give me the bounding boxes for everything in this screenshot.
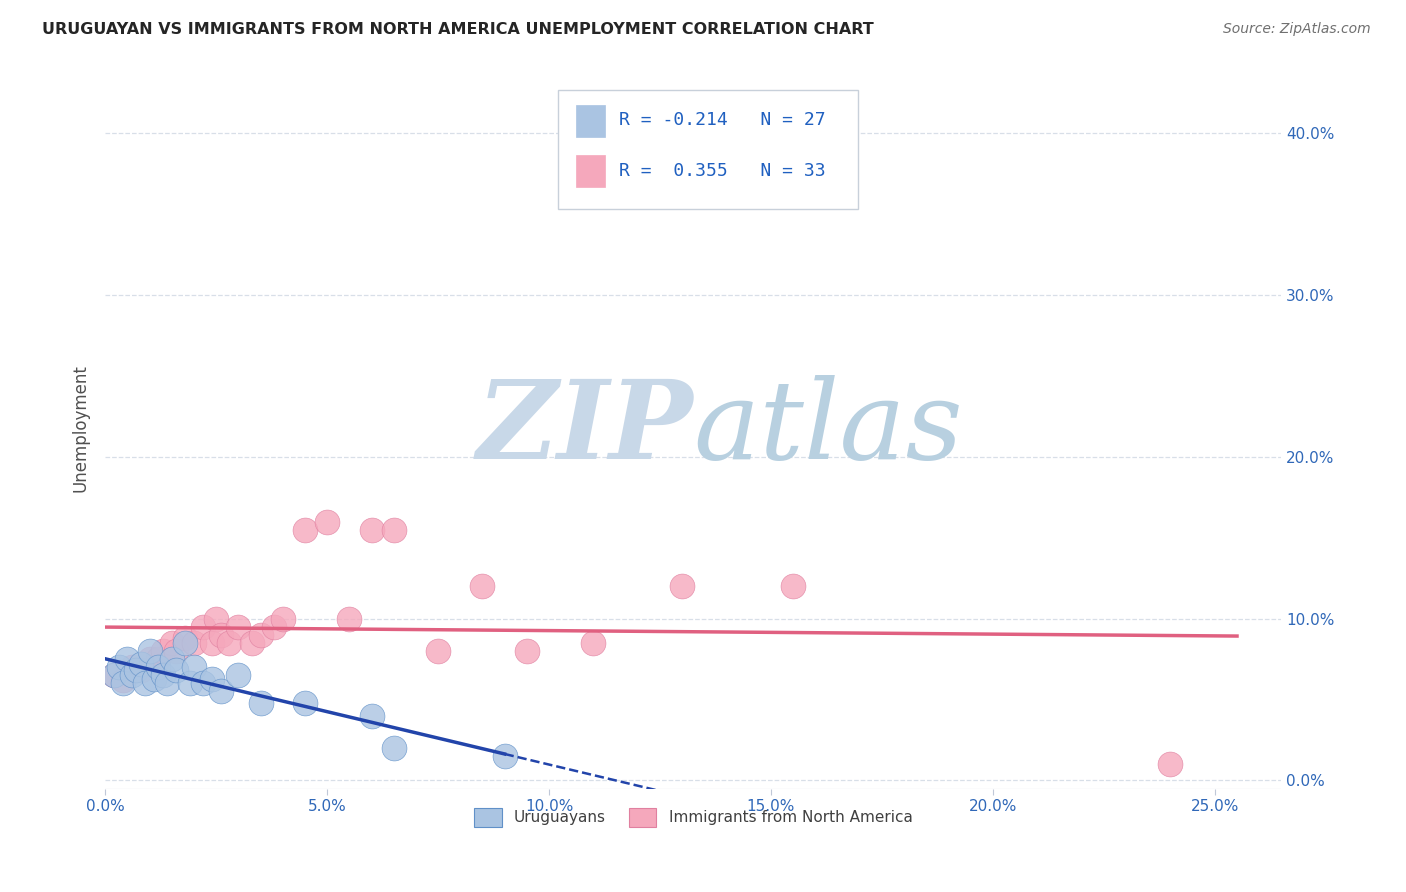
Point	[249, 696, 271, 710]
Legend: Uruguayans, Immigrants from North America: Uruguayans, Immigrants from North Americ…	[467, 800, 920, 835]
Point	[107, 660, 129, 674]
Point	[201, 672, 224, 686]
Point	[111, 673, 134, 687]
Point	[152, 668, 174, 682]
Point	[183, 636, 205, 650]
Point	[249, 628, 271, 642]
Point	[191, 620, 214, 634]
Point	[582, 636, 605, 650]
Point	[160, 636, 183, 650]
Point	[121, 668, 143, 682]
Point	[240, 636, 263, 650]
Point	[228, 620, 250, 634]
Point	[205, 612, 228, 626]
Point	[382, 523, 405, 537]
Text: R =  0.355   N = 33: R = 0.355 N = 33	[619, 161, 825, 180]
Point	[134, 676, 156, 690]
Point	[174, 636, 197, 650]
Point	[179, 676, 201, 690]
Point	[174, 631, 197, 645]
Point	[294, 523, 316, 537]
Text: URUGUAYAN VS IMMIGRANTS FROM NORTH AMERICA UNEMPLOYMENT CORRELATION CHART: URUGUAYAN VS IMMIGRANTS FROM NORTH AMERI…	[42, 22, 875, 37]
Point	[228, 668, 250, 682]
Text: R = -0.214   N = 27: R = -0.214 N = 27	[619, 112, 825, 129]
Point	[152, 644, 174, 658]
Point	[191, 676, 214, 690]
Point	[316, 515, 339, 529]
Text: Source: ZipAtlas.com: Source: ZipAtlas.com	[1223, 22, 1371, 37]
Point	[209, 628, 232, 642]
Text: atlas: atlas	[693, 375, 963, 483]
Point	[129, 657, 152, 671]
Point	[263, 620, 285, 634]
Point	[294, 696, 316, 710]
Point	[103, 668, 125, 682]
Point	[337, 612, 360, 626]
Point	[183, 660, 205, 674]
FancyBboxPatch shape	[558, 90, 858, 209]
Point	[138, 644, 160, 658]
Point	[111, 676, 134, 690]
Point	[782, 579, 804, 593]
Point	[427, 644, 450, 658]
Point	[360, 523, 382, 537]
Point	[117, 652, 139, 666]
Bar	[575, 155, 605, 187]
Point	[125, 664, 148, 678]
Point	[671, 579, 693, 593]
Point	[148, 652, 170, 666]
Point	[165, 644, 187, 658]
Point	[121, 660, 143, 674]
Point	[148, 660, 170, 674]
Point	[138, 652, 160, 666]
Point	[360, 708, 382, 723]
Point	[103, 668, 125, 682]
Point	[143, 672, 166, 686]
Bar	[575, 104, 605, 136]
Y-axis label: Unemployment: Unemployment	[72, 365, 89, 492]
Point	[165, 664, 187, 678]
Point	[201, 636, 224, 650]
Point	[516, 644, 538, 658]
Point	[494, 749, 516, 764]
Point	[471, 579, 494, 593]
Point	[129, 664, 152, 678]
Point	[218, 636, 240, 650]
Point	[209, 684, 232, 698]
Point	[156, 676, 179, 690]
Point	[160, 652, 183, 666]
Point	[382, 741, 405, 756]
Point	[271, 612, 294, 626]
Text: ZIP: ZIP	[477, 375, 693, 483]
Point	[1159, 757, 1181, 772]
